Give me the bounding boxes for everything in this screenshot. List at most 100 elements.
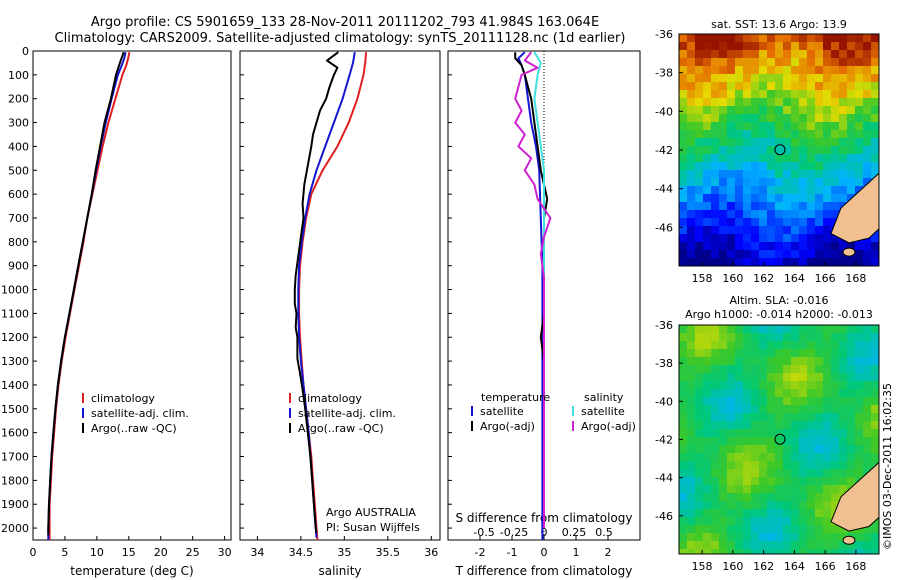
sla_map-cell xyxy=(839,549,847,554)
sst_map-cell xyxy=(719,34,727,42)
sst_map-cell xyxy=(855,162,863,170)
sst_map-cell xyxy=(727,98,735,106)
sla_map-cell xyxy=(719,549,727,554)
sla_map-cell xyxy=(855,381,863,389)
sla_map-cell xyxy=(695,485,703,493)
sst_map-cell xyxy=(815,202,823,210)
sst_map-cell xyxy=(759,82,767,90)
sla_map-cell xyxy=(839,373,847,381)
sla_map-cell xyxy=(839,333,847,341)
sla_map-cell xyxy=(767,397,775,405)
sla_map-cell xyxy=(847,413,855,421)
sst_map-cell xyxy=(687,98,695,106)
sst_map-cell xyxy=(751,258,759,266)
sst_map-cell xyxy=(727,250,735,258)
sla_map-cell xyxy=(743,517,751,525)
sla_map-cell xyxy=(687,445,695,453)
sla_map-cell xyxy=(735,533,743,541)
sst_map-cell xyxy=(831,98,839,106)
sla_map-cell xyxy=(727,341,735,349)
sla_map-cell xyxy=(839,389,847,397)
sst_map-cell xyxy=(815,250,823,258)
sla_map-cell xyxy=(679,381,687,389)
sla_map-cell xyxy=(711,485,719,493)
sst_map-cell xyxy=(703,50,711,58)
sst_map-cell xyxy=(695,42,703,50)
sla_map-cell xyxy=(799,461,807,469)
sla_map-cell xyxy=(815,477,823,485)
sla_map-cell xyxy=(855,469,863,477)
sst_map-cell xyxy=(687,58,695,66)
sla_map-cell xyxy=(839,461,847,469)
sla_map-cell xyxy=(871,413,879,421)
sst_map-cell xyxy=(807,146,815,154)
sst_map-cell xyxy=(687,82,695,90)
sla_map-cell xyxy=(711,413,719,421)
sst_map-cell xyxy=(871,258,879,266)
sla_map-cell xyxy=(871,333,879,341)
sst_map-cell xyxy=(751,50,759,58)
sst_map-cell xyxy=(775,258,783,266)
sla_map-cell xyxy=(751,493,759,501)
difference-legend-label: satellite xyxy=(581,405,625,418)
sst_map-cell xyxy=(855,146,863,154)
sla_map-cell xyxy=(871,421,879,429)
sst_map-cell xyxy=(711,82,719,90)
sst_map-cell xyxy=(775,106,783,114)
sla_map-cell xyxy=(871,405,879,413)
sst_map-cell xyxy=(831,170,839,178)
sst_map-cell xyxy=(679,194,687,202)
sst_map-cell xyxy=(799,170,807,178)
sla_map-cell xyxy=(775,357,783,365)
sla_map-cell xyxy=(703,341,711,349)
sst_map-cell xyxy=(727,122,735,130)
temperature-ytick-label: 800 xyxy=(8,236,29,249)
sla_map-cell xyxy=(735,341,743,349)
sst_map-cell xyxy=(871,154,879,162)
sla_map-cell xyxy=(847,549,855,554)
sla_map-cell xyxy=(823,373,831,381)
sst_map-cell xyxy=(807,130,815,138)
sla_map-cell xyxy=(735,469,743,477)
sla_map-cell xyxy=(687,541,695,549)
sla_map-cell xyxy=(831,477,839,485)
sst_map-xtick-label: 164 xyxy=(784,272,805,285)
sst_map-cell xyxy=(687,242,695,250)
sst_map-cell xyxy=(767,74,775,82)
sla_map-cell xyxy=(727,413,735,421)
sla_map-cell xyxy=(823,517,831,525)
sst_map-cell xyxy=(759,250,767,258)
sla_map-cell xyxy=(727,437,735,445)
sst_map-cell xyxy=(727,138,735,146)
sst_map-cell xyxy=(823,114,831,122)
sst_map-cell xyxy=(735,186,743,194)
sst_map-cell xyxy=(695,226,703,234)
sla_map-xtick-label: 168 xyxy=(845,560,866,573)
sst_map-cell xyxy=(807,202,815,210)
sla_map-cell xyxy=(807,365,815,373)
sla_map-cell xyxy=(823,469,831,477)
sst_map-cell xyxy=(799,218,807,226)
sst_map-cell xyxy=(743,34,751,42)
sla_map-cell xyxy=(687,333,695,341)
sla_map-cell xyxy=(719,437,727,445)
sla_map-cell xyxy=(815,405,823,413)
sst_map-cell xyxy=(751,170,759,178)
sla_map-cell xyxy=(743,445,751,453)
sst_map-cell xyxy=(871,50,879,58)
sst_map-cell xyxy=(767,154,775,162)
sla_map-cell xyxy=(719,349,727,357)
sla_map-cell xyxy=(727,357,735,365)
sst_map-cell xyxy=(695,122,703,130)
sst_map-cell xyxy=(791,194,799,202)
sst_map-cell xyxy=(695,138,703,146)
sla_map-cell xyxy=(871,437,879,445)
sst_map-cell xyxy=(727,74,735,82)
sst_map-cell xyxy=(775,210,783,218)
sla_map-cell xyxy=(783,429,791,437)
sla_map-cell xyxy=(711,437,719,445)
sla_map-cell xyxy=(871,341,879,349)
sla_map-cell xyxy=(847,373,855,381)
sst_map-cell xyxy=(719,194,727,202)
sst_map-cell xyxy=(863,258,871,266)
